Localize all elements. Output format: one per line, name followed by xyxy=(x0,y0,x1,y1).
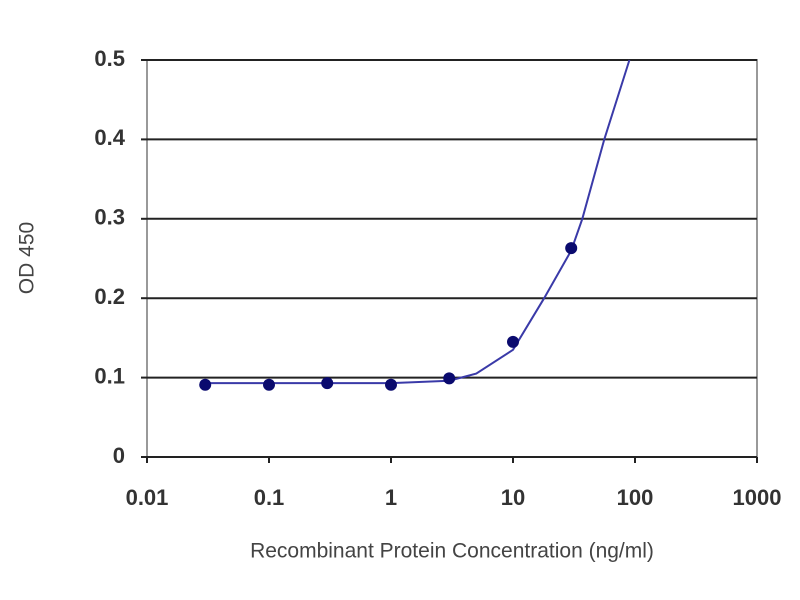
y-tick-label: 0.3 xyxy=(94,205,125,230)
fit-curve xyxy=(205,59,631,385)
data-point xyxy=(385,378,397,391)
y-tick-label: 0.1 xyxy=(94,363,125,388)
data-point xyxy=(263,378,275,391)
x-tick-label: 1 xyxy=(385,485,397,510)
plot-area xyxy=(146,59,758,458)
data-point xyxy=(321,377,334,390)
data-point xyxy=(507,335,519,348)
data-point xyxy=(565,242,578,255)
y-tick-label: 0 xyxy=(113,443,125,468)
y-tick-label: 0.4 xyxy=(94,125,125,150)
x-tick-label: 0.01 xyxy=(126,485,169,510)
y-tick-label: 0.5 xyxy=(94,46,125,71)
y-tick-label: 0.2 xyxy=(94,284,125,309)
x-tick-label: 0.1 xyxy=(254,485,285,510)
y-axis-title: OD 450 xyxy=(16,222,39,294)
data-point xyxy=(443,372,456,385)
x-tick-label: 10 xyxy=(501,485,525,510)
x-tick-label: 1000 xyxy=(733,485,782,510)
x-axis-title: Recombinant Protein Concentration (ng/ml… xyxy=(250,540,654,563)
x-tick-label: 100 xyxy=(617,485,654,510)
data-point xyxy=(199,378,212,391)
